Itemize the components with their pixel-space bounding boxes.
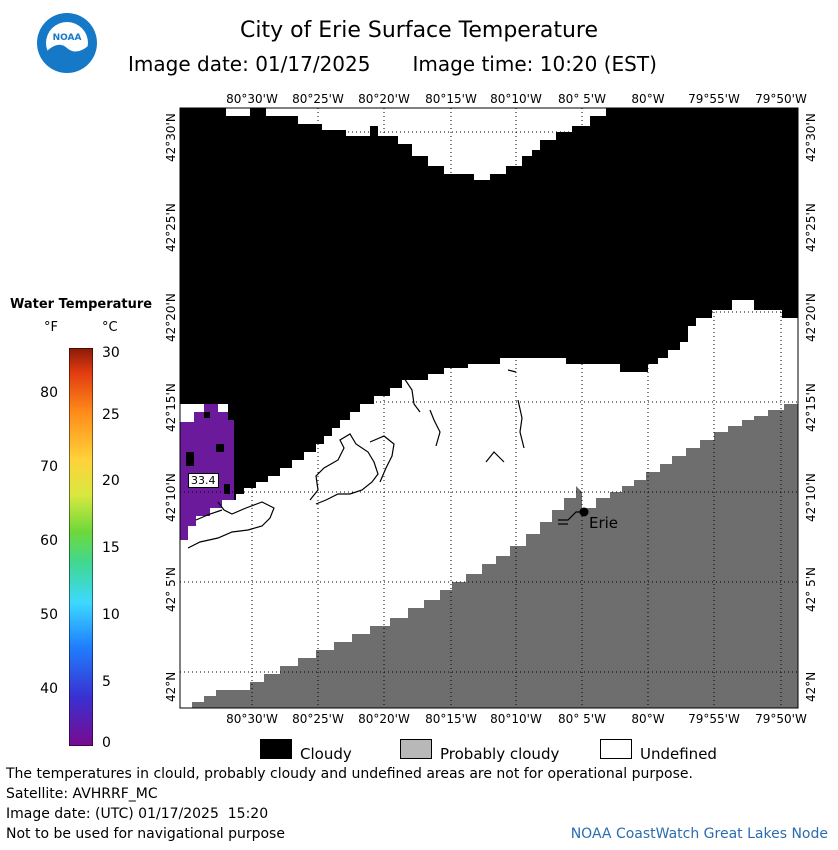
longitude-label: 80°30'W [226, 92, 278, 106]
legend-tick-c: 20 [102, 473, 120, 489]
noaa-logo-icon: NOAA [37, 13, 97, 73]
longitude-label: 80°10'W [490, 712, 542, 726]
map-border [179, 107, 799, 709]
navigation-warning: Not to be used for navigational purpose [6, 826, 285, 842]
latitude-label: 42°20'N [164, 293, 178, 342]
longitude-label: 79°55'W [688, 92, 740, 106]
latitude-label: 42°15'N [164, 383, 178, 432]
legend-tick-f: 70 [40, 459, 58, 475]
latitude-label: 42°15'N [804, 383, 818, 432]
longitude-label: 80° 5'W [558, 92, 606, 106]
disclaimer-text: The temperatures in clould, probably clo… [6, 766, 693, 782]
legend-tick-c: 15 [102, 540, 120, 556]
latitude-label: 42° 5'N [804, 567, 818, 612]
latitude-label: 42°N [164, 671, 178, 702]
longitude-label: 80°10'W [490, 92, 542, 106]
longitude-label: 79°50'W [755, 92, 807, 106]
legend-tick-f: 50 [40, 607, 58, 623]
longitude-label: 79°55'W [688, 712, 740, 726]
key-swatch-probably-cloudy [400, 739, 432, 759]
page-title: City of Erie Surface Temperature [239, 18, 599, 43]
longitude-label: 79°50'W [755, 712, 807, 726]
image-time: Image time: 10:20 (EST) [412, 52, 657, 76]
image-date: Image date: 01/17/2025 [128, 52, 371, 76]
legend-tick-c: 30 [102, 345, 120, 361]
unit-fahrenheit: °F [44, 320, 58, 335]
temperature-colorbar [69, 348, 93, 746]
latitude-label: 42°30'N [164, 113, 178, 162]
longitude-label: 80°30'W [226, 712, 278, 726]
legend-tick-f: 40 [40, 681, 58, 697]
legend-tick-f: 80 [40, 385, 58, 401]
latitude-label: 42°10'N [804, 473, 818, 522]
latitude-label: 42°30'N [804, 113, 818, 162]
shoreline [187, 369, 584, 549]
longitude-label: 80°15'W [425, 92, 477, 106]
erie-city-marker [579, 507, 589, 517]
city-label-erie: Erie [589, 514, 619, 532]
utc-date-text: Image date: (UTC) 01/17/2025 15:20 [6, 806, 269, 822]
satellite-text: Satellite: AVHRRF_MC [6, 786, 158, 802]
longitude-label: 80°20'W [358, 712, 410, 726]
legend-tick-c: 0 [102, 735, 111, 751]
latitude-label: 42° 5'N [164, 567, 178, 612]
latitude-label: 42°20'N [804, 293, 818, 342]
legend-title: Water Temperature [10, 297, 153, 312]
longitude-label: 80°W [631, 92, 665, 106]
cloudy-region [180, 108, 798, 500]
legend-tick-c: 5 [102, 674, 111, 690]
legend-tick-c: 25 [102, 407, 120, 423]
longitude-label: 80°25'W [292, 92, 344, 106]
latitude-label: 42°N [804, 671, 818, 702]
clear-notch-top [226, 108, 606, 180]
key-swatch-cloudy [260, 739, 292, 759]
probably-cloudy-region [192, 404, 798, 708]
latitude-label: 42°25'N [164, 203, 178, 252]
unit-celsius: °C [102, 320, 118, 335]
longitude-label: 80°15'W [425, 712, 477, 726]
svg-text:NOAA: NOAA [53, 33, 82, 43]
key-label-cloudy: Cloudy [300, 745, 352, 763]
longitude-label: 80° 5'W [558, 712, 606, 726]
key-label-probably-cloudy: Probably cloudy [440, 745, 560, 763]
longitude-label: 80°20'W [358, 92, 410, 106]
legend-tick-c: 10 [102, 607, 120, 623]
latitude-label: 42°25'N [804, 203, 818, 252]
water-pixel-gaps [186, 412, 230, 494]
graticule [180, 108, 798, 708]
longitude-label: 80°25'W [292, 712, 344, 726]
key-swatch-undefined [600, 739, 632, 759]
legend-tick-f: 60 [40, 533, 58, 549]
temperature-annotation: 33.4 [188, 473, 219, 488]
key-label-undefined: Undefined [640, 745, 717, 763]
image-datetime: Image date: 01/17/2025 Image time: 10:20 … [128, 52, 657, 76]
longitude-label: 80°W [631, 712, 665, 726]
latitude-label: 42°10'N [164, 473, 178, 522]
coastwatch-node-link[interactable]: NOAA CoastWatch Great Lakes Node [570, 826, 828, 842]
